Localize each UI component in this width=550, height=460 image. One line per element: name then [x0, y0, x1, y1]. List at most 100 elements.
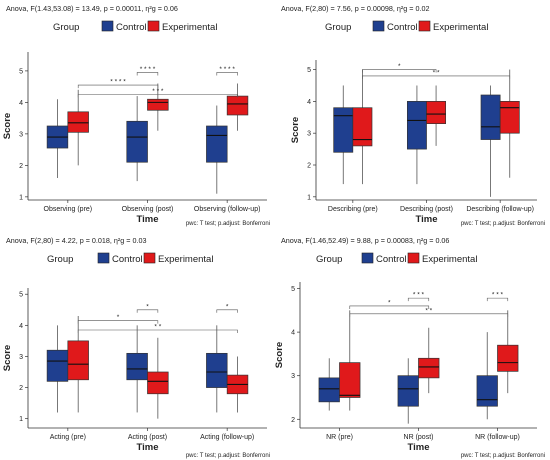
- box-control-1: [333, 85, 354, 185]
- significance-bracket-1: *: [136, 303, 159, 313]
- box-body: [206, 125, 228, 163]
- legend-swatch-control: [372, 20, 385, 32]
- bracket-line: [77, 329, 238, 333]
- box-control-1: [46, 99, 69, 178]
- y-axis-title: Score: [2, 113, 13, 139]
- bracket-line: [136, 72, 159, 76]
- box-body: [226, 95, 249, 116]
- x-tick-label: NR (post): [404, 434, 434, 441]
- x-axis-title: Time: [415, 214, 437, 225]
- x-tick-label: Describing (follow-up): [466, 206, 534, 213]
- y-tick-label: 1: [19, 416, 23, 423]
- chart-panel-4: Anova, F(1.46,52.49) = 9.88, p = 0.00083…: [274, 236, 545, 459]
- significance-bracket-2: * * *: [486, 292, 509, 302]
- bracket-line: [349, 313, 509, 317]
- x-tick-label: Observing (post): [122, 206, 174, 213]
- significance-bracket-3: *: [349, 299, 430, 309]
- bracket-line: [362, 69, 437, 73]
- box-body: [480, 94, 501, 140]
- box-control-3: [480, 85, 501, 197]
- x-tick-label: Describing (post): [400, 206, 453, 213]
- significance-bracket-1: * * *: [407, 292, 430, 302]
- box-body: [126, 352, 148, 381]
- significance-bracket-2: * * * *: [216, 66, 238, 76]
- x-tick-label: NR (pre): [326, 434, 353, 441]
- legend-swatch-experimental: [407, 252, 420, 264]
- legend-label-experimental: Experimental: [158, 254, 213, 265]
- box-control-2: [397, 358, 419, 424]
- box-experimental-2: [147, 83, 169, 131]
- box-experimental-1: [352, 69, 373, 185]
- box-experimental-1: [67, 316, 89, 413]
- legend-label-control: Control: [116, 22, 147, 33]
- bracket-stars: * * * *: [219, 66, 235, 73]
- bracket-stars: *: [388, 299, 391, 306]
- bracket-line: [407, 297, 430, 302]
- significance-bracket-4: * *: [77, 324, 238, 333]
- y-tick-label: 3: [307, 131, 311, 138]
- box-body: [46, 349, 69, 382]
- box-control-2: [126, 325, 148, 413]
- chart-panel-3: Anova, F(2,80) = 4.22, p = 0.018, η²g = …: [2, 236, 270, 459]
- box-body: [352, 107, 373, 147]
- y-tick-label: 2: [291, 417, 295, 424]
- y-tick-label: 4: [19, 100, 23, 107]
- significance-bracket-2: *: [216, 303, 238, 313]
- y-tick-label: 4: [19, 323, 23, 330]
- y-tick-label: 2: [19, 385, 23, 392]
- box-experimental-3: [226, 83, 249, 131]
- x-axis-title: Time: [407, 442, 429, 453]
- anova-result: Anova, F(1.46,52.49) = 9.88, p = 0.00083…: [281, 236, 449, 245]
- y-axis-title: Score: [290, 117, 301, 143]
- bracket-line: [216, 72, 238, 76]
- y-tick-label: 1: [19, 194, 23, 201]
- box-body: [418, 357, 440, 379]
- legend-swatch-experimental: [418, 20, 431, 32]
- x-tick-label: Observing (follow-up): [194, 206, 261, 213]
- box-control-2: [126, 96, 148, 182]
- y-axis-title: Score: [2, 345, 13, 371]
- y-tick-label: 1: [307, 194, 311, 201]
- bracket-stars: * * *: [152, 88, 164, 95]
- legend-label-control: Control: [387, 22, 418, 33]
- x-tick-label: Acting (follow-up): [200, 434, 254, 441]
- legend-label-experimental: Experimental: [422, 254, 477, 265]
- legend-label-control: Control: [376, 254, 407, 265]
- y-tick-label: 5: [291, 286, 295, 293]
- bracket-line: [136, 309, 159, 313]
- significance-bracket-1: *: [362, 63, 437, 73]
- box-experimental-3: [226, 356, 249, 413]
- pwc-caption: pwc: T test; p.adjust: Bonferroni: [461, 221, 545, 227]
- y-tick-label: 5: [307, 67, 311, 74]
- box-body: [476, 375, 498, 407]
- bracket-line: [349, 305, 430, 309]
- y-tick-label: 5: [19, 68, 23, 75]
- bracket-line: [486, 297, 509, 302]
- significance-bracket-2: * *: [362, 69, 511, 79]
- box-control-3: [476, 332, 498, 420]
- bracket-line: [77, 84, 159, 89]
- chart-panel-1: Anova, F(1.43,53.08) = 13.49, p = 0.0001…: [2, 4, 270, 227]
- x-tick-label: Acting (post): [128, 434, 167, 441]
- box-experimental-2: [418, 327, 440, 394]
- legend-swatch-control: [97, 252, 110, 264]
- bracket-stars: *: [146, 303, 149, 310]
- y-tick-label: 2: [307, 163, 311, 170]
- significance-bracket-1: * * * *: [136, 66, 159, 76]
- box-control-3: [206, 105, 228, 194]
- box-control-1: [46, 325, 69, 413]
- y-tick-label: 3: [291, 373, 295, 380]
- box-body: [206, 352, 228, 388]
- significance-bracket-4: * * *: [77, 88, 238, 98]
- pwc-caption: pwc: T test; p.adjust: Bonferroni: [186, 453, 270, 459]
- pwc-caption: pwc: T test; p.adjust: Bonferroni: [461, 453, 545, 459]
- y-tick-label: 4: [291, 330, 295, 337]
- y-tick-label: 5: [19, 292, 23, 299]
- bracket-stars: * *: [425, 307, 432, 314]
- box-control-1: [318, 358, 340, 411]
- legend-title: Group: [325, 22, 351, 33]
- x-tick-label: Describing (pre): [328, 206, 378, 213]
- box-body: [318, 377, 340, 403]
- legend-swatch-control: [101, 20, 114, 32]
